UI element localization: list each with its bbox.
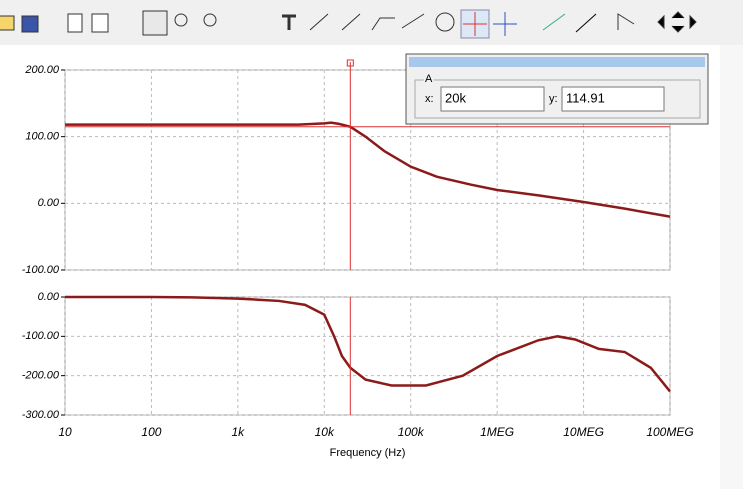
y-tick-label: -200.00 <box>22 370 60 382</box>
x-value: 20k <box>445 90 466 105</box>
x-input[interactable] <box>440 86 545 112</box>
x-tick-label: 100MEG <box>646 425 693 439</box>
zoom-in-icon[interactable] <box>174 13 188 27</box>
open-icon[interactable] <box>0 15 15 31</box>
cursor-b-icon[interactable] <box>493 12 517 36</box>
line-tools[interactable] <box>309 13 395 31</box>
x-tick-label: 100k <box>398 425 425 439</box>
nav-icons[interactable] <box>657 11 697 33</box>
y-tick-label: 200.00 <box>24 64 60 76</box>
y-value: 114.91 <box>566 90 605 105</box>
x-tick-label: 10k <box>315 425 335 439</box>
curve-icon[interactable] <box>542 13 566 31</box>
plot-area <box>64 296 671 416</box>
curve <box>65 295 671 393</box>
line-icon[interactable] <box>401 13 425 29</box>
x-tick-label: 100 <box>141 425 161 439</box>
paste-icon[interactable] <box>91 13 109 33</box>
side-panel <box>720 45 743 489</box>
x-tick-label: 10MEG <box>563 425 604 439</box>
x-axis-label: Frequency (Hz) <box>330 447 406 459</box>
panel-titlebar <box>409 57 705 67</box>
circle-icon[interactable] <box>435 12 455 32</box>
select-icon[interactable] <box>142 10 168 36</box>
copy-icon[interactable] <box>67 13 83 33</box>
cursor-panel: A x: 20k y: 114.91 <box>405 53 709 125</box>
y-tick-label: 100.00 <box>25 131 60 143</box>
y-tick-label: 0.00 <box>38 291 60 303</box>
zoom-out-icon[interactable] <box>203 13 217 27</box>
group-box <box>414 79 701 119</box>
y-tick-label: 0.00 <box>38 197 60 209</box>
marker-icon[interactable] <box>575 13 597 33</box>
cursor-handle <box>346 59 354 67</box>
x-label: x: <box>425 93 434 105</box>
arrow-icon[interactable] <box>617 13 635 30</box>
curve <box>65 121 671 218</box>
text-icon[interactable] <box>282 14 296 30</box>
x-tick-label: 10 <box>58 425 72 439</box>
x-tick-label: 1k <box>232 425 246 439</box>
y-label: y: <box>549 93 558 105</box>
x-tick-label: 1MEG <box>480 425 514 439</box>
y-tick-label: -100.00 <box>22 264 60 276</box>
y-input[interactable] <box>561 86 665 112</box>
toolbar-icons <box>0 9 697 39</box>
save-icon[interactable] <box>21 15 39 33</box>
group-title: A <box>425 73 433 85</box>
y-tick-label: -300.00 <box>22 409 60 421</box>
toolbar <box>0 0 743 45</box>
y-tick-label: -100.00 <box>22 330 60 342</box>
